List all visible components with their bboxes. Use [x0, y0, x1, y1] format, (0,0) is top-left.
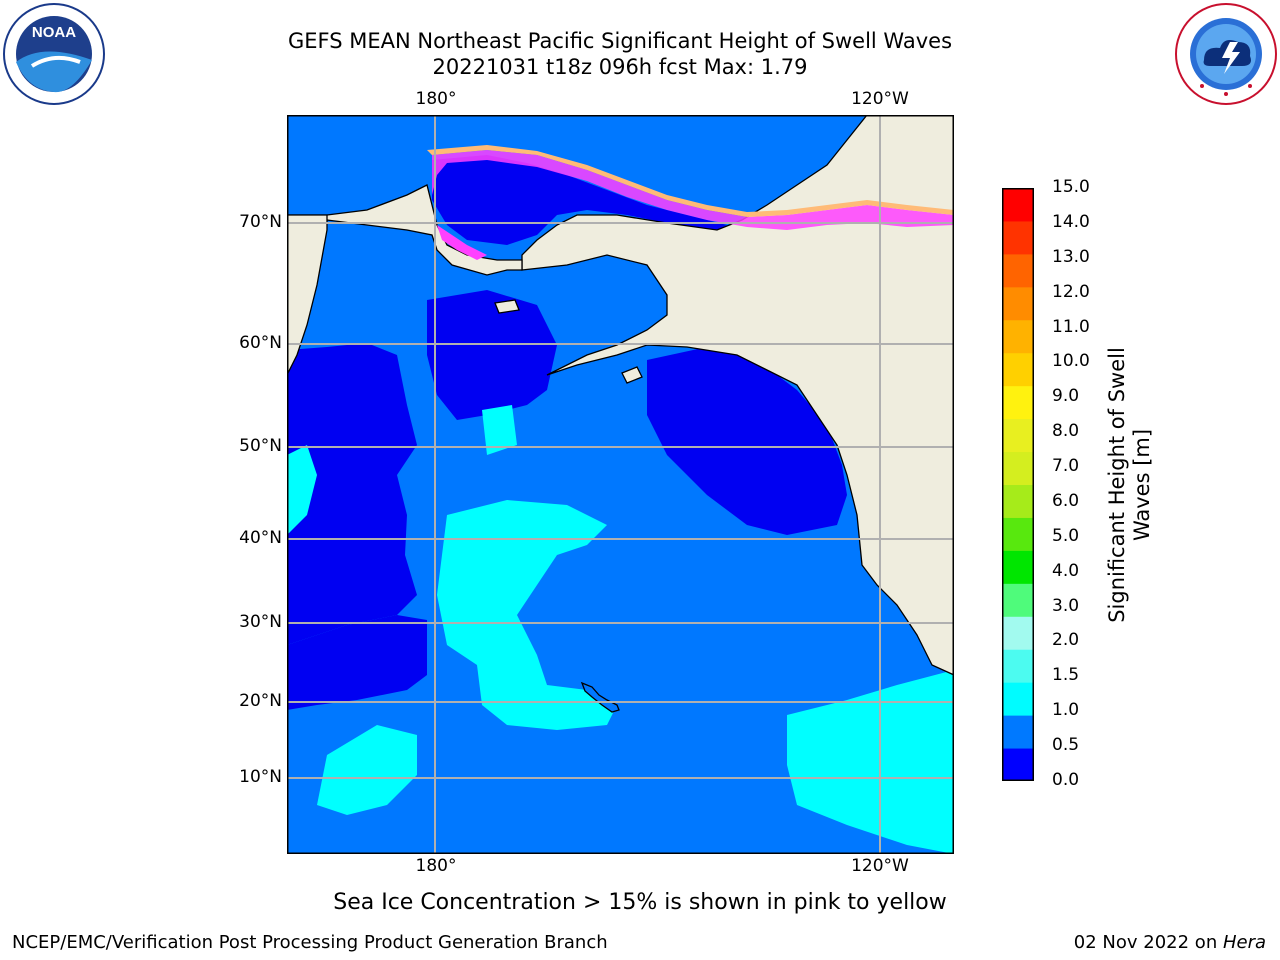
- colorbar-swatch: [1002, 583, 1034, 617]
- noaa-logo-text: NOAA: [32, 24, 76, 41]
- colorbar-tick-label: 12.0: [1052, 281, 1090, 302]
- map-frame: [287, 115, 954, 854]
- chart-subtitle: 20221031 t18z 096h fcst Max: 1.79: [432, 55, 808, 79]
- colorbar-tick-label: 3.0: [1052, 595, 1080, 616]
- colorbar-tick-label: 10.0: [1052, 351, 1090, 372]
- colorbar-swatch: [1002, 220, 1034, 255]
- colorbar-tick-label: 15.0: [1052, 177, 1090, 197]
- sea-ice-edge-arctic: [432, 150, 954, 230]
- lon-label-top-120w: 120°W: [851, 89, 909, 109]
- footer-date: 02 Nov 2022 on Hera: [1074, 932, 1266, 953]
- st-lawrence-island: [494, 299, 520, 314]
- colorbar-tick-label: 6.0: [1052, 490, 1080, 511]
- footer-host: Hera: [1222, 932, 1266, 953]
- colorbar-swatch: [1002, 319, 1034, 354]
- colorbar-swatch: [1002, 616, 1034, 650]
- hawaii-islands: [580, 681, 620, 713]
- lat-label-30n: 30°N: [239, 612, 282, 632]
- lon-label-top-180: 180°: [415, 89, 457, 109]
- footer-date-text: 02 Nov 2022 on: [1073, 932, 1223, 953]
- southwest-cyan-region: [317, 725, 417, 815]
- kodiak-island: [621, 366, 643, 384]
- colorbar-swatch: [1002, 286, 1034, 321]
- bering-low-region: [427, 290, 557, 420]
- colorbar-tick-label: 11.0: [1052, 316, 1090, 337]
- central-cyan-region: [437, 500, 617, 730]
- colorbar-tick-label: 5.0: [1052, 525, 1080, 546]
- colorbar-tick-label: 14.0: [1052, 211, 1090, 232]
- colorbar-swatch: [1002, 385, 1034, 420]
- lat-label-20n: 20°N: [239, 691, 282, 711]
- lat-label-40n: 40°N: [239, 528, 282, 548]
- chart-title: GEFS MEAN Northeast Pacific Significant …: [287, 29, 953, 53]
- colorbar-title-line1: Significant Height of Swell: [1105, 347, 1129, 623]
- graticule: [287, 115, 954, 854]
- lat-label-60n: 60°N: [239, 333, 282, 353]
- map-panel: [287, 115, 954, 854]
- colorbar-swatch: [1002, 517, 1034, 551]
- chukotka-landmass: [287, 184, 523, 276]
- sea-ice-fringe-arctic: [427, 145, 954, 217]
- lat-label-10n: 10°N: [239, 767, 282, 787]
- southeast-cyan-region: [787, 670, 954, 854]
- colorbar-swatch: [1002, 484, 1034, 518]
- colorbar-swatch: [1002, 188, 1034, 222]
- colorbar-swatch: [1002, 649, 1034, 683]
- colorbar-tick-label: 1.5: [1052, 665, 1080, 686]
- colorbar-swatch: [1002, 418, 1034, 453]
- lat-label-70n: 70°N: [239, 212, 282, 232]
- colorbar-tick-label: 8.0: [1052, 421, 1080, 442]
- gulf-of-alaska-low-region: [647, 347, 847, 535]
- colorbar-frame: [1002, 188, 1034, 781]
- colorbar: [1002, 188, 1034, 781]
- nws-logo: [1174, 2, 1278, 106]
- noaa-logo: NOAA: [2, 2, 106, 106]
- kamchatka-landmass: [287, 214, 328, 376]
- colorbar-tick-label: 7.0: [1052, 456, 1080, 477]
- noaa-logo-icon: NOAA: [3, 3, 105, 105]
- colorbar-tick-label: 0.0: [1052, 770, 1080, 790]
- colorbar-swatch: [1002, 715, 1034, 749]
- colorbar-swatch: [1002, 682, 1034, 716]
- colorbar-tick-label: 1.0: [1052, 700, 1080, 721]
- colorbar-tick-label: 9.0: [1052, 386, 1080, 407]
- colorbar-swatch: [1002, 748, 1034, 781]
- colorbar-swatch: [1002, 550, 1034, 584]
- sea-ice-coastal: [437, 225, 487, 260]
- lon-label-bottom-180: 180°: [415, 856, 457, 876]
- colorbar-tick-label: 13.0: [1052, 246, 1090, 267]
- colorbar-title-line2: Waves [m]: [1130, 428, 1154, 542]
- colorbar-swatch: [1002, 352, 1034, 387]
- swell-mid-regions: [287, 405, 954, 854]
- lat-label-50n: 50°N: [239, 436, 282, 456]
- western-cyan-strip: [287, 445, 317, 535]
- lon-label-bottom-120w: 120°W: [851, 856, 909, 876]
- colorbar-swatch: [1002, 253, 1034, 288]
- sea-ice-note: Sea Ice Concentration > 15% is shown in …: [333, 890, 947, 915]
- footer-credit: NCEP/EMC/Verification Post Processing Pr…: [12, 932, 608, 953]
- nws-logo-icon: [1175, 3, 1277, 105]
- north-cyan-patch: [482, 405, 517, 455]
- western-low-region: [287, 343, 417, 645]
- colorbar-swatch: [1002, 451, 1034, 485]
- colorbar-tick-label: 2.0: [1052, 630, 1080, 651]
- colorbar-tick-label: 0.5: [1052, 735, 1080, 756]
- colorbar-tick-label: 4.0: [1052, 560, 1080, 581]
- colorbar-title: Significant Height of Swell Waves [m]: [1105, 347, 1155, 623]
- southwest-low-region: [287, 615, 427, 710]
- sea-ice-overlay: [427, 145, 954, 260]
